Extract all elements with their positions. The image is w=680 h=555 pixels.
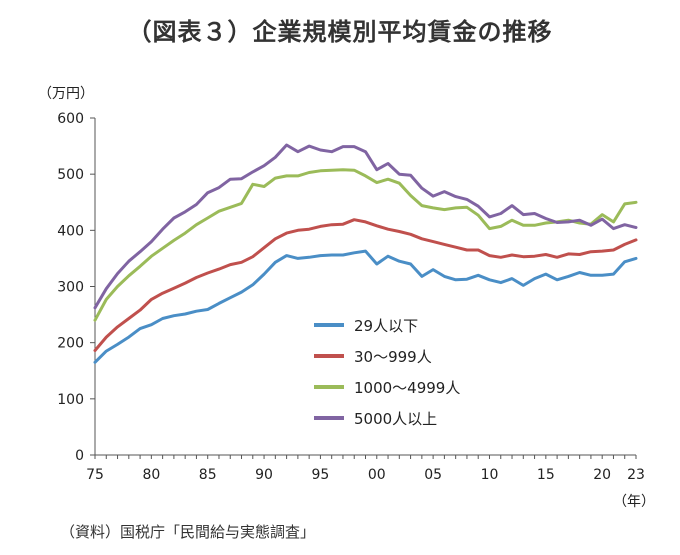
legend-label-4: 5000人以上 bbox=[354, 410, 437, 428]
x-tick-label: 05 bbox=[424, 467, 442, 483]
y-tick-label: 200 bbox=[57, 336, 84, 352]
x-tick-label: 85 bbox=[199, 467, 217, 483]
series-line-2 bbox=[93, 218, 638, 352]
chart-title: （図表３）企業規模別平均賃金の推移 bbox=[127, 18, 553, 46]
y-tick-label: 500 bbox=[57, 167, 84, 183]
legend: 29人以下 30～999人 1000～4999人 5000人以上 bbox=[314, 317, 460, 428]
y-axis-unit-label: （万円） bbox=[38, 86, 94, 102]
x-tick-label: 90 bbox=[255, 467, 273, 483]
x-tick-label: 75 bbox=[86, 467, 104, 483]
x-tick-label: 00 bbox=[368, 467, 386, 483]
y-tick-label: 400 bbox=[57, 223, 84, 239]
x-tick-label: 20 bbox=[593, 467, 611, 483]
source-note: （資料）国税庁「民間給与実態調査」 bbox=[60, 523, 316, 541]
legend-label-3: 1000～4999人 bbox=[354, 379, 460, 397]
x-tick-label: 80 bbox=[142, 467, 160, 483]
series-line-4 bbox=[93, 143, 638, 310]
series-line-1 bbox=[93, 249, 638, 364]
y-tick-label: 0 bbox=[75, 448, 84, 464]
x-tick-label: 95 bbox=[312, 467, 330, 483]
x-tick-label: 15 bbox=[537, 467, 555, 483]
tick-labels: 0 100 200 300 400 500 600 75 80 85 90 95 00 05 10 15 20 2… bbox=[57, 111, 645, 483]
x-tick-label: 23 bbox=[627, 467, 645, 483]
y-tick-label: 100 bbox=[57, 392, 84, 408]
series-line-3 bbox=[93, 168, 638, 322]
y-tick-label: 600 bbox=[57, 111, 84, 127]
y-tick-label: 300 bbox=[57, 280, 84, 296]
x-axis-unit-label: （年） bbox=[613, 494, 655, 510]
legend-label-1: 29人以下 bbox=[354, 317, 418, 335]
legend-label-2: 30～999人 bbox=[354, 348, 432, 366]
x-tick-label: 10 bbox=[481, 467, 499, 483]
series-lines bbox=[93, 143, 638, 364]
axes bbox=[90, 117, 637, 459]
